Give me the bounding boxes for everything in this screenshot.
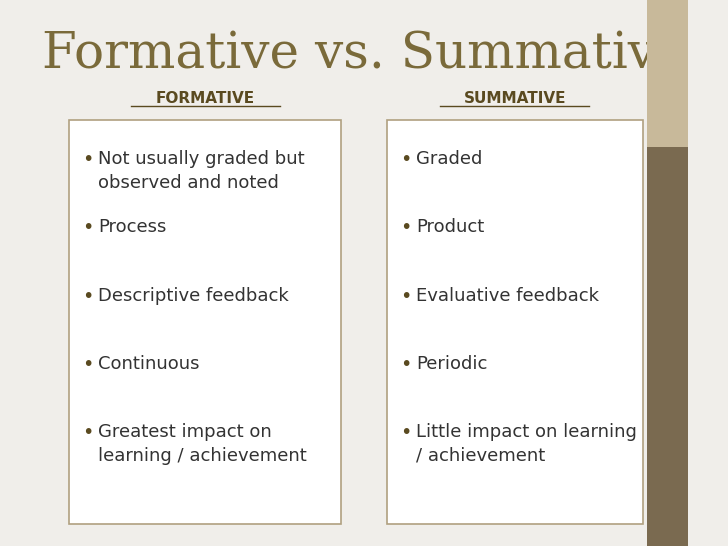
Text: •: • [400,218,411,238]
FancyBboxPatch shape [387,120,643,524]
Text: Greatest impact on
learning / achievement: Greatest impact on learning / achievemen… [98,423,306,465]
Text: •: • [82,150,93,169]
Text: •: • [400,150,411,169]
Text: Product: Product [416,218,484,236]
Text: Descriptive feedback: Descriptive feedback [98,287,289,305]
Text: FORMATIVE: FORMATIVE [156,91,255,106]
FancyBboxPatch shape [69,120,341,524]
Text: Formative vs. Summative: Formative vs. Summative [42,30,686,79]
Text: Little impact on learning
/ achievement: Little impact on learning / achievement [416,423,637,465]
FancyBboxPatch shape [647,0,688,147]
Text: •: • [400,287,411,306]
Text: •: • [400,423,411,442]
Text: •: • [82,423,93,442]
Text: Graded: Graded [416,150,482,168]
FancyBboxPatch shape [647,147,688,546]
Text: Periodic: Periodic [416,355,487,373]
Text: •: • [400,355,411,374]
Text: Process: Process [98,218,167,236]
Text: Not usually graded but
observed and noted: Not usually graded but observed and note… [98,150,305,192]
Text: SUMMATIVE: SUMMATIVE [464,91,566,106]
Text: Continuous: Continuous [98,355,199,373]
Text: •: • [82,218,93,238]
Text: •: • [82,287,93,306]
Text: Evaluative feedback: Evaluative feedback [416,287,599,305]
Text: •: • [82,355,93,374]
